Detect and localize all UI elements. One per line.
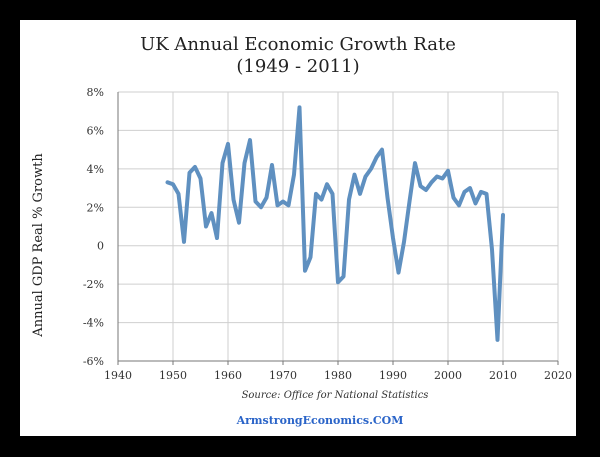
chart-title: UK Annual Economic Growth Rate <box>140 34 456 55</box>
ticks-layer: -6% -4% -2% 0 2% 4% 6% 8% 1940 1950 1960 1970 1980 19… <box>83 86 572 382</box>
x-tick-label: 2010 <box>489 369 517 382</box>
y-tick-label: -6% <box>83 355 104 368</box>
chart-subtitle: (1949 - 2011) <box>236 56 359 77</box>
x-tick-label: 1980 <box>324 369 352 382</box>
y-tick-label: 6% <box>87 124 104 137</box>
y-tick-label: -2% <box>83 278 104 291</box>
y-tick-label: 0 <box>97 240 104 253</box>
y-tick-label: 8% <box>87 86 104 99</box>
x-tick-label: 2000 <box>434 369 462 382</box>
x-tick-label: 1940 <box>104 369 132 382</box>
brand-link[interactable]: ArmstrongEconomics.COM <box>236 414 404 427</box>
series-line-gdp-growth <box>165 105 505 342</box>
y-axis-label: Annual GDP Real % Growth <box>31 153 46 338</box>
x-tick-label: 1990 <box>379 369 407 382</box>
y-tick-label: -4% <box>83 317 104 330</box>
y-tick-label: 2% <box>87 201 104 214</box>
series-layer <box>165 105 505 342</box>
x-tick-label: 1950 <box>159 369 187 382</box>
chart-svg: UK Annual Economic Growth Rate (1949 - 2… <box>31 34 572 427</box>
x-tick-label: 2020 <box>544 369 572 382</box>
source-note: Source: Office for National Statistics <box>242 390 429 401</box>
x-tick-label: 1970 <box>269 369 297 382</box>
y-tick-label: 4% <box>87 163 104 176</box>
x-tick-label: 1960 <box>214 369 242 382</box>
chart-card: UK Annual Economic Growth Rate (1949 - 2… <box>20 20 576 436</box>
